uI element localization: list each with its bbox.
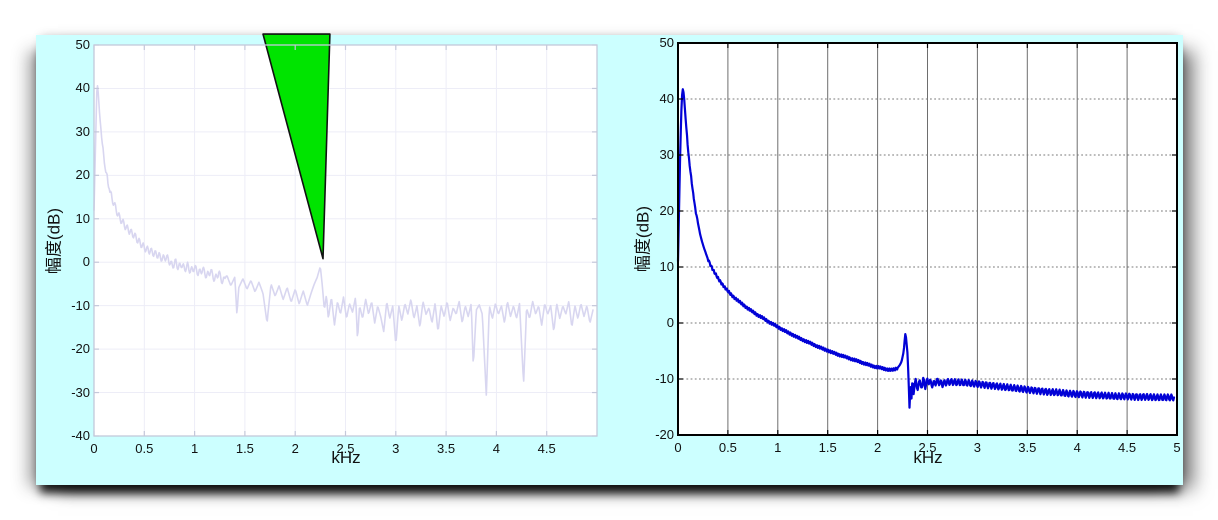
x-tick-label: 4.5 (1118, 440, 1137, 455)
right-spectrum-figure: 幅度(dB) 0 0.5 1 1.5 2 2.5 3 3.5 4 4.5 5 50 40 30 20 10 0-… (36, 35, 1183, 485)
left-x-axis-label: kHz (331, 448, 361, 467)
green-wedge-pointer (262, 33, 331, 260)
right-x-axis-label: kHz (913, 448, 943, 467)
x-tick-label: 0.5 (718, 440, 737, 455)
x-tick-label: 0 (674, 440, 682, 455)
y-tick-label: 50 (659, 35, 674, 50)
left-plot-area (93, 33, 598, 437)
right-plot-area (676, 42, 1178, 436)
y-tick-label: 40 (659, 91, 674, 106)
y-tick-label: -20 (655, 427, 674, 442)
x-tick-label: 4 (1073, 440, 1081, 455)
left-spectrum-figure: 幅度(dB) 0 0.5 1 1.5 2 2.5 3 3.5 4 4.5 50 40 30 20 10 0 -1… (36, 33, 1183, 485)
x-tick-label: 3 (973, 440, 981, 455)
x-tick-label: 1.5 (818, 440, 837, 455)
spectrum-figures-image: 幅度(dB) 0 0.5 1 1.5 2 2.5 3 3.5 4 4.5 50 40 30 20 10 0 -1… (36, 33, 1183, 485)
x-tick-label: 1 (774, 440, 782, 455)
y-tick-label: 0 (666, 315, 674, 330)
right-y-axis-label: 幅度(dB) (633, 205, 653, 273)
x-tick-label: 2 (873, 440, 882, 455)
y-tick-label: 30 (659, 147, 674, 162)
x-tick-label: 5 (1173, 440, 1181, 455)
x-tick-label: 3.5 (1018, 440, 1037, 455)
y-tick-label: -10 (655, 371, 674, 386)
